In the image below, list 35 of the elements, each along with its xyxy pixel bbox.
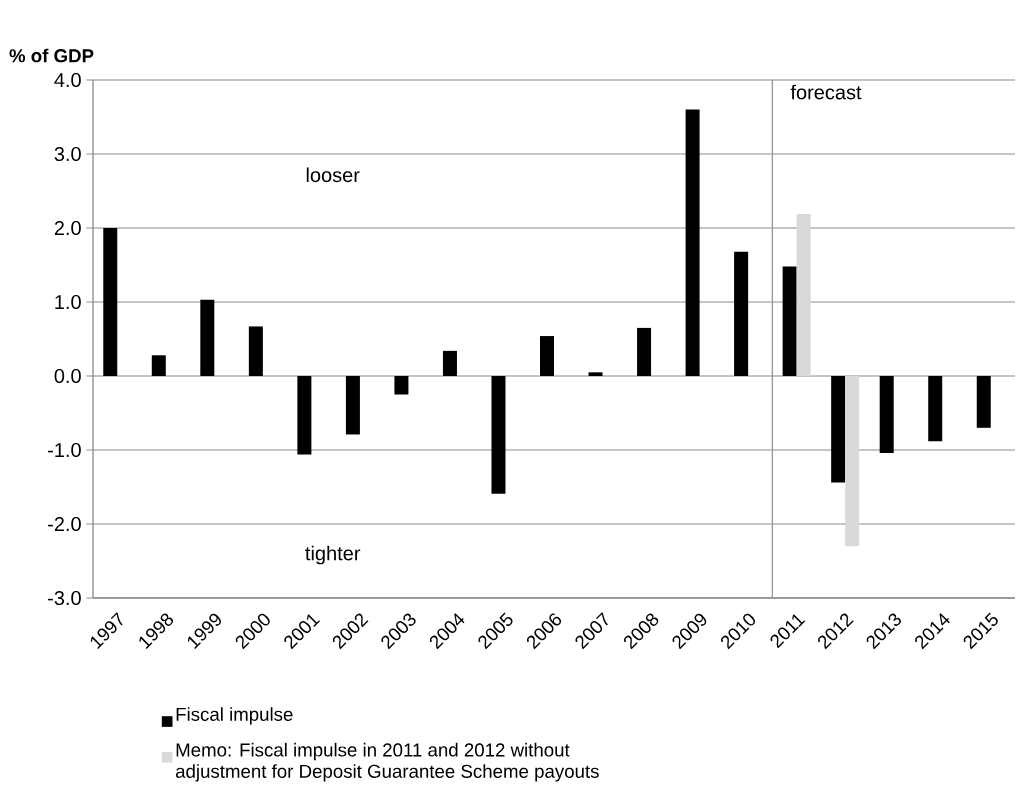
y-tick-label: -3.0 [48, 590, 81, 606]
bar [845, 376, 860, 547]
bar [394, 376, 409, 395]
bar [588, 372, 603, 377]
bar [879, 376, 894, 453]
legend-label: Fiscal impulse [176, 707, 293, 725]
y-tick-label: -1.0 [48, 442, 81, 458]
bar [297, 376, 312, 455]
y-tick-label: 2.0 [54, 220, 81, 236]
y-tick-label: 3.0 [54, 146, 81, 162]
bar [151, 355, 166, 377]
bar [796, 213, 811, 377]
legend-label: Memo: Fiscal impulse in 2011 and 2012 without adjustment for Deposit Guarantee Scheme payouts [175, 742, 599, 782]
ref-line-label: forecast [790, 84, 862, 100]
y-tick-label: -2.0 [48, 516, 81, 532]
bar [831, 376, 846, 483]
bar [345, 376, 360, 435]
bar [637, 327, 652, 377]
bar [782, 266, 797, 377]
bar [928, 376, 943, 442]
bar [200, 299, 215, 377]
bar [248, 326, 263, 377]
y-tick-label: 1.0 [55, 294, 81, 310]
y-tick-label: 0.0 [54, 368, 81, 384]
annotation: tighter [305, 545, 361, 565]
y-tick-label: 4.0 [54, 72, 81, 88]
bar [976, 376, 991, 428]
bar [103, 228, 118, 377]
bar [442, 350, 457, 377]
bar [491, 376, 506, 494]
bar [540, 336, 555, 377]
annotation: looser [306, 167, 360, 183]
bar [734, 251, 749, 377]
y-axis-title: % of GDP [9, 48, 94, 63]
bar [685, 109, 700, 377]
